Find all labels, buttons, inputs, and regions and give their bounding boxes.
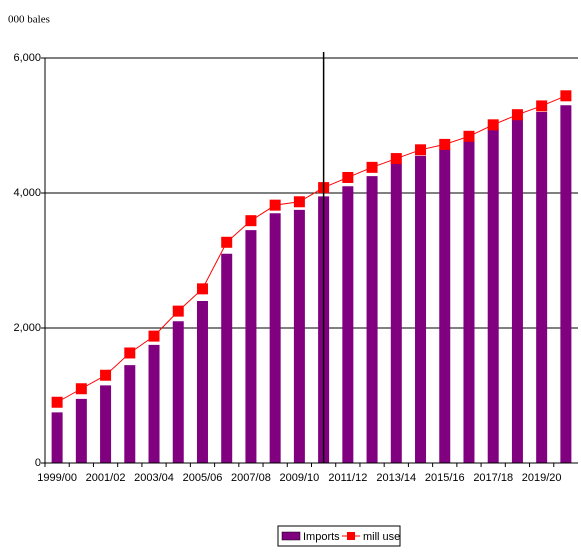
- x-tick-label: 2017/18: [473, 472, 513, 484]
- marker: [124, 347, 136, 359]
- bar: [560, 105, 572, 463]
- marker: [390, 153, 402, 165]
- marker: [366, 161, 378, 173]
- marker: [100, 369, 112, 381]
- bar: [366, 176, 378, 463]
- bar: [293, 209, 305, 463]
- bar: [487, 128, 499, 463]
- marker: [196, 283, 208, 295]
- marker: [245, 215, 257, 227]
- legend-label: mill use: [363, 531, 400, 543]
- marker: [536, 100, 548, 112]
- x-tick-label: 2009/10: [280, 472, 320, 484]
- marker: [75, 383, 87, 395]
- marker: [148, 330, 160, 342]
- legend-label: Imports: [303, 531, 340, 543]
- bar: [536, 112, 548, 463]
- y-axis-label: 000 bales: [8, 14, 50, 26]
- bar: [196, 301, 208, 463]
- bar: [269, 213, 281, 463]
- bar: [245, 230, 257, 463]
- x-tick-label: 2013/14: [376, 472, 416, 484]
- bar: [463, 139, 475, 463]
- marker: [269, 199, 281, 211]
- bar: [439, 149, 451, 463]
- legend-swatch: [281, 531, 301, 541]
- x-tick-label: 2007/08: [231, 472, 271, 484]
- legend-marker: [347, 532, 355, 540]
- bar: [51, 412, 63, 463]
- marker: [487, 119, 499, 131]
- x-tick-label: 2011/12: [328, 472, 367, 484]
- marker: [439, 138, 451, 150]
- x-tick-label: 2019/20: [522, 472, 562, 484]
- marker: [415, 144, 427, 156]
- bar: [221, 253, 233, 463]
- y-tick-label: 4,000: [13, 187, 41, 199]
- bar: [124, 365, 136, 463]
- y-tick-label: 6,000: [13, 52, 41, 64]
- x-tick-label: 1999/00: [37, 472, 77, 484]
- bar: [100, 385, 112, 463]
- bar: [390, 162, 402, 463]
- legend: Imports mill use: [277, 525, 401, 547]
- bar: [75, 398, 87, 463]
- bar: [172, 321, 184, 463]
- marker: [293, 196, 305, 208]
- legend-box: [277, 525, 401, 547]
- bar: [148, 344, 160, 463]
- marker: [560, 90, 572, 102]
- marker: [463, 130, 475, 142]
- marker: [51, 396, 63, 408]
- y-tick-label: 0: [35, 457, 41, 469]
- x-tick-label: 2005/06: [183, 472, 223, 484]
- marker: [172, 305, 184, 317]
- marker: [221, 236, 233, 248]
- x-tick-label: 2001/02: [86, 472, 126, 484]
- marker: [342, 171, 354, 183]
- y-tick-label: 2,000: [13, 322, 41, 334]
- x-tick-label: 2015/16: [425, 472, 465, 484]
- bar: [342, 186, 354, 463]
- bar: [511, 118, 523, 463]
- line: [56, 95, 567, 403]
- bar: [415, 155, 427, 463]
- x-tick-label: 2003/04: [134, 472, 174, 484]
- marker: [511, 109, 523, 121]
